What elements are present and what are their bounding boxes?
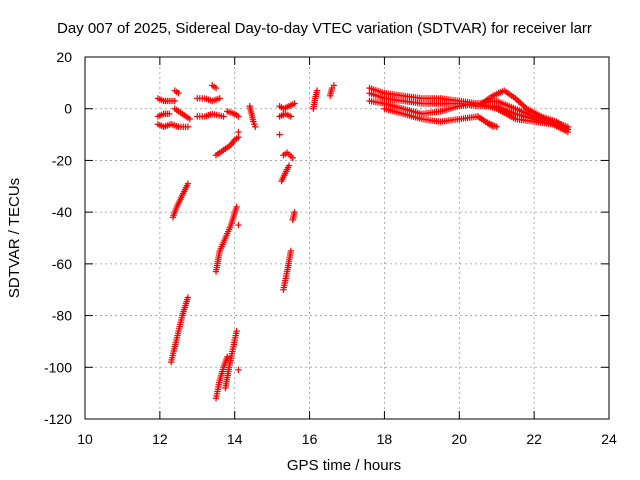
plot-frame [84, 56, 610, 420]
y-tick-label: 0 [64, 101, 72, 117]
y-tick-label: -80 [52, 308, 72, 324]
data-point [515, 98, 522, 105]
data-point [520, 102, 527, 109]
data-point [235, 113, 242, 120]
y-tick-label: -60 [52, 256, 72, 272]
data-point [517, 99, 524, 107]
data-point [291, 100, 298, 107]
tick-layer: 10 12 14 16 18 20 22 24 20 0 -20 -40 -60 -80 -100 -120 [44, 49, 617, 447]
x-tick-label: 18 [377, 431, 393, 447]
data-point [175, 90, 182, 97]
x-axis-title: GPS time / hours [287, 457, 401, 474]
data-point [184, 294, 192, 301]
data-point [224, 353, 231, 361]
x-tick-label: 14 [227, 431, 243, 447]
y-tick-label: -100 [44, 359, 72, 375]
data-point [184, 123, 192, 131]
y-axis-title: SDTVAR / TECUs [6, 178, 23, 298]
data-point [166, 110, 173, 118]
data-point [212, 84, 220, 92]
data-point [235, 366, 242, 374]
data-point [518, 101, 526, 108]
data-point [220, 113, 227, 120]
x-tick-label: 12 [152, 431, 168, 447]
data-point [289, 154, 296, 162]
data-point [252, 123, 259, 131]
y-tick-label: -120 [44, 411, 72, 427]
x-tick-label: 20 [451, 431, 467, 447]
x-tick-label: 22 [526, 431, 542, 447]
data-point [330, 82, 338, 89]
data-point [216, 95, 223, 102]
data-point [276, 131, 283, 138]
data-point [233, 327, 240, 335]
points-layer [154, 82, 572, 402]
x-tick-label: 24 [601, 431, 617, 447]
data-point [233, 203, 240, 211]
data-point [493, 123, 500, 131]
data-point [235, 221, 242, 229]
y-tick-label: 20 [56, 49, 72, 65]
data-point [291, 208, 298, 216]
data-point [313, 87, 321, 94]
x-tick-label: 16 [302, 431, 318, 447]
data-point [184, 180, 192, 187]
x-tick-label: 10 [77, 431, 93, 447]
data-point [287, 113, 295, 120]
data-point [171, 97, 179, 105]
data-point [287, 247, 295, 255]
data-point [285, 162, 293, 169]
chart-title: Day 007 of 2025, Sidereal Day-to-day VTE… [57, 20, 592, 37]
y-tick-label: -40 [52, 204, 72, 220]
y-tick-label: -20 [52, 152, 72, 168]
data-point [564, 126, 572, 133]
data-point [235, 128, 242, 136]
data-point [186, 115, 193, 123]
